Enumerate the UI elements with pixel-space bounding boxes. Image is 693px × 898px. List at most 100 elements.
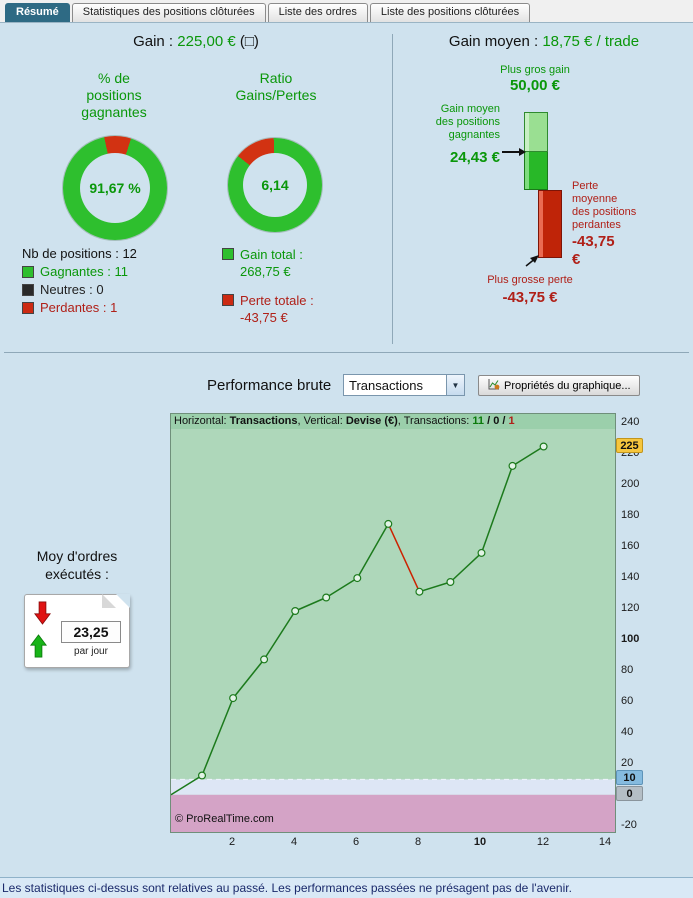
- label-line: moyenne: [572, 193, 618, 205]
- legend-neutres: Neutres : 0: [22, 282, 104, 297]
- chart-properties-icon: [487, 378, 500, 394]
- title-line: Gains/Pertes: [235, 87, 317, 103]
- y-axis-label: 160: [621, 540, 640, 552]
- tab-statistiques-positions[interactable]: Statistiques des positions clôturées: [71, 3, 266, 22]
- gain-total-label: Gain total :: [240, 247, 303, 262]
- y-axis-label: 240: [621, 416, 640, 428]
- tab-liste-positions[interactable]: Liste des positions clôturées: [369, 3, 531, 22]
- y-axis: 240220200180160140120100806040200-202251…: [616, 413, 653, 833]
- moy-ordres-card: 23,25 par jour: [24, 594, 130, 668]
- plus-grosse-perte-value: -43,75 €: [502, 289, 558, 306]
- ratio-donut-value: 6,14: [243, 153, 307, 217]
- label-line: des positions: [435, 116, 500, 128]
- gain-moyen-label: Gain moyen :: [448, 33, 539, 50]
- y-axis-label: 200: [621, 478, 640, 490]
- y-axis-label: 120: [621, 602, 640, 614]
- avg-gain-bar-segment: [524, 151, 548, 190]
- neutres-swatch: [22, 283, 34, 296]
- chart-header: Horizontal: Transactions, Vertical: Devi…: [171, 414, 615, 429]
- y-axis-marker-10: 10: [616, 770, 643, 785]
- perte-totale-legend: Perte totale : -43,75 €: [222, 292, 314, 326]
- x-axis-label: 4: [290, 836, 298, 848]
- y-axis-label: 140: [621, 571, 640, 583]
- title-line: Ratio: [259, 70, 293, 86]
- legend-perdantes-label: Perdantes : 1: [40, 300, 118, 315]
- y-axis-label: 40: [621, 726, 634, 738]
- plus-grosse-perte-label: Plus grosse perte: [487, 274, 573, 286]
- perte-totale-swatch: [222, 294, 234, 306]
- title-line: positions: [86, 87, 142, 103]
- avg-gain-arrow-icon: [502, 147, 526, 156]
- chart-header-horizontal-value: Transactions: [229, 415, 298, 427]
- winrate-donut-value: 91,67 %: [80, 153, 150, 223]
- vertical-divider: [392, 34, 393, 344]
- tab-bar: Résumé Statistiques des positions clôtur…: [0, 0, 693, 23]
- perte-totale-label: Perte totale :: [240, 293, 314, 308]
- dropdown-arrow-icon[interactable]: ▼: [446, 375, 464, 395]
- label-line: gagnantes: [448, 129, 500, 141]
- disclaimer-bar: Les statistiques ci-dessus sont relative…: [0, 877, 693, 898]
- arrow-down-icon: [34, 600, 51, 631]
- equity-curve-plot: [170, 414, 615, 832]
- chart-header-wins: 11: [472, 415, 485, 427]
- y-axis-label: 180: [621, 509, 640, 521]
- label-line: perdantes: [572, 219, 621, 231]
- gain-moyen-title: Gain moyen : 18,75 € / trade: [398, 33, 690, 50]
- label-line: Gain moyen: [440, 103, 500, 115]
- gain-suffix: (□): [239, 33, 259, 50]
- gain-moyen-value: 18,75 € / trade: [542, 33, 640, 50]
- max-loss-arrow-icon: [523, 252, 543, 273]
- y-axis-marker-225: 225: [616, 438, 643, 453]
- avg-loss-currency: €: [572, 251, 581, 268]
- y-axis-label: 20: [621, 757, 634, 769]
- chart-header-slash: /: [484, 415, 494, 427]
- performance-type-select[interactable]: Transactions ▼: [343, 374, 465, 396]
- plus-gros-gain-value: 50,00 €: [509, 77, 561, 94]
- equity-curve-svg: [170, 414, 615, 832]
- y-axis-marker-0: 0: [616, 786, 643, 801]
- prorealtime-copyright: © ProRealTime.com: [175, 813, 274, 825]
- gain-title: Gain : 225,00 € (□): [0, 33, 392, 50]
- legend-perdantes: Perdantes : 1: [22, 300, 117, 315]
- chart-header-sep: ,: [297, 415, 304, 427]
- tab-resume[interactable]: Résumé: [5, 3, 70, 22]
- x-axis-label: 10: [473, 836, 487, 848]
- avg-loss-label: Perte moyenne des positions perdantes: [572, 180, 684, 232]
- label-line: des positions: [572, 206, 637, 218]
- chart-properties-button[interactable]: Propriétés du graphique...: [478, 375, 640, 396]
- avg-gain-value: 24,43 €: [449, 149, 500, 166]
- label-line: Moy d'ordres: [36, 548, 118, 564]
- chart-header-horizontal-label: Horizontal:: [174, 415, 230, 427]
- horizontal-divider: [4, 352, 689, 353]
- performance-chart[interactable]: Horizontal: Transactions, Vertical: Devi…: [170, 413, 616, 833]
- chart-properties-label: Propriétés du graphique...: [504, 379, 631, 392]
- loss-bar: [538, 190, 562, 259]
- gain-bar-chart: [524, 112, 548, 190]
- gain-total-swatch: [222, 248, 234, 260]
- chart-header-slash: /: [499, 415, 509, 427]
- winrate-donut-chart: 91,67 %: [63, 136, 167, 240]
- ratio-donut-title: Ratio Gains/Pertes: [201, 70, 351, 104]
- x-axis-label: 2: [228, 836, 236, 848]
- tab-liste-ordres[interactable]: Liste des ordres: [267, 3, 368, 22]
- legend-neutres-label: Neutres : 0: [40, 282, 104, 297]
- y-axis-label: -20: [621, 819, 637, 831]
- gain-value: 225,00 €: [177, 33, 236, 50]
- gain-total-value: 268,75 €: [240, 264, 291, 279]
- nb-positions-label: Nb de positions : 12: [22, 246, 137, 261]
- winrate-donut-title: % de positions gagnantes: [39, 70, 189, 121]
- gain-total-legend: Gain total : 268,75 €: [222, 246, 303, 280]
- moy-ordres-unit: par jour: [74, 646, 108, 657]
- title-line: gagnantes: [81, 104, 147, 120]
- gain-label: Gain :: [133, 33, 174, 50]
- x-axis-label: 14: [598, 836, 612, 848]
- chart-header-losses: 1: [508, 415, 515, 427]
- avg-loss-value: -43,75: [572, 233, 615, 250]
- max-gain-bar-segment: [524, 112, 548, 152]
- chart-header-vertical-value: Devise (€): [345, 415, 398, 427]
- y-axis-label: 80: [621, 664, 634, 676]
- label-line: exécutés :: [45, 566, 109, 582]
- performance-type-value: Transactions: [349, 378, 423, 393]
- x-axis: 2 4 6 8 10 12 14: [170, 836, 616, 850]
- chart-header-sep: ,: [397, 415, 404, 427]
